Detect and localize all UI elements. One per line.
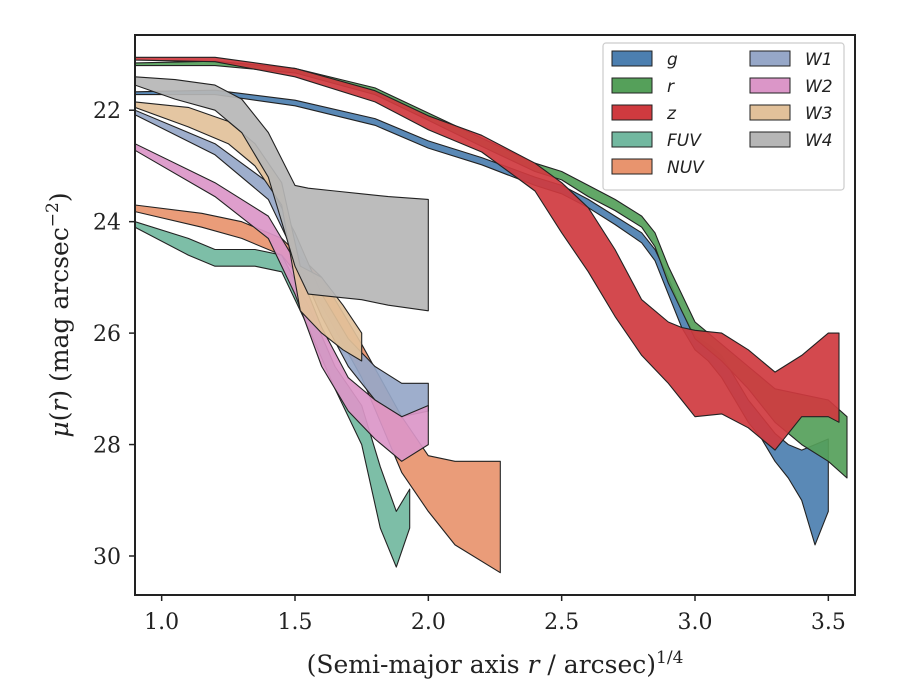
legend-swatch-w4: [749, 131, 791, 148]
y-axis-label-end: ): [45, 192, 74, 202]
legend-swatch-z: [611, 104, 653, 121]
y-tick-label: 28: [93, 434, 121, 459]
legend-label-w4: W4: [805, 131, 833, 151]
x-axis-label: (Semi-major axis r / arcsec)1/4: [307, 648, 684, 679]
legend: grz FUV NUV W1 W2 W3 W4: [602, 42, 845, 191]
y-tick-label: 26: [93, 322, 121, 347]
plot-frame: [134, 34, 856, 596]
legend-label-g: g: [667, 50, 678, 70]
legend-label-nuv: NUV: [667, 158, 705, 178]
band-z: [135, 56, 840, 451]
legend-label-w3: W3: [805, 104, 833, 124]
legend-label-r: r: [667, 77, 675, 97]
band-w4: [135, 76, 429, 312]
band-layer: [135, 56, 848, 574]
x-tick-label: 3.5: [811, 610, 846, 635]
y-axis-label-mu: μ: [45, 421, 74, 437]
y-axis: 22 24 26 28 30: [93, 99, 135, 570]
legend-swatch-w3: [749, 104, 791, 121]
legend-swatch-r: [611, 77, 653, 94]
y-axis-label-open: (: [45, 412, 74, 422]
x-tick-label: 2.0: [411, 610, 446, 635]
legend-swatch-nuv: [611, 158, 653, 175]
y-tick-label: 24: [93, 211, 121, 236]
x-axis-label-before: (Semi-major axis: [307, 650, 528, 679]
x-tick-label: 1.5: [278, 610, 313, 635]
legend-swatch-w1: [749, 50, 791, 67]
x-tick-label: 2.5: [544, 610, 579, 635]
x-axis-label-after: / arcsec): [539, 650, 656, 679]
y-axis-label-exponent: −2: [43, 202, 63, 227]
legend-swatch-fuv: [611, 131, 653, 148]
band-fuv: [135, 221, 411, 568]
x-axis: 1.0 1.5 2.0 2.5 3.0 3.5: [144, 595, 846, 635]
legend-label-fuv: FUV: [667, 131, 702, 151]
x-tick-label: 3.0: [678, 610, 713, 635]
x-tick-label: 1.0: [144, 610, 179, 635]
y-axis-label-var: r: [45, 398, 74, 412]
legend-swatch-g: [611, 50, 653, 67]
x-axis-label-exponent: 1/4: [656, 648, 683, 668]
legend-items: grz FUV NUV W1 W2 W3 W4: [611, 50, 833, 178]
y-tick-label: 30: [93, 545, 121, 570]
x-axis-label-var: r: [528, 650, 542, 679]
legend-label-z: z: [666, 104, 677, 124]
y-tick-label: 22: [93, 99, 121, 124]
y-axis-label-units: ) (mag arcsec: [45, 227, 74, 400]
y-axis-label: μ(r) (mag arcsec−2): [43, 192, 74, 437]
legend-swatch-w2: [749, 77, 791, 94]
legend-label-w1: W1: [805, 50, 833, 70]
legend-label-w2: W2: [805, 77, 833, 97]
